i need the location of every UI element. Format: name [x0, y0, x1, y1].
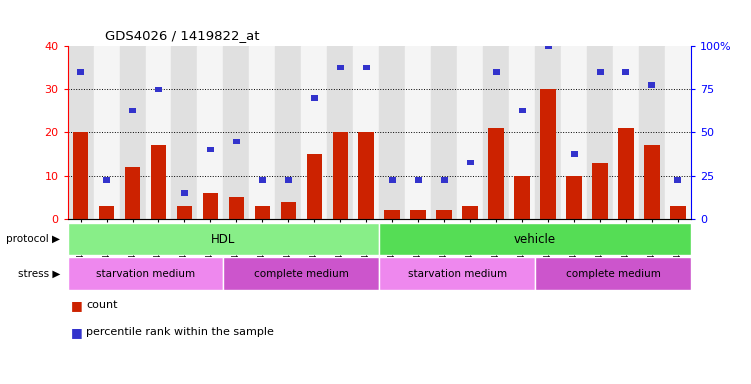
Bar: [457, 46, 483, 219]
Bar: [176, 206, 192, 219]
Bar: [535, 257, 691, 290]
Text: complete medium: complete medium: [566, 268, 660, 279]
Text: HDL: HDL: [211, 233, 236, 245]
Text: complete medium: complete medium: [254, 268, 348, 279]
Bar: [596, 70, 604, 74]
Bar: [233, 139, 240, 144]
Bar: [358, 132, 374, 219]
Bar: [415, 177, 422, 183]
Bar: [618, 128, 634, 219]
Bar: [129, 108, 136, 114]
Bar: [249, 46, 276, 219]
Bar: [406, 46, 431, 219]
Text: GDS4026 / 1419822_at: GDS4026 / 1419822_at: [105, 29, 260, 42]
Bar: [198, 46, 224, 219]
Bar: [203, 193, 219, 219]
Bar: [276, 46, 301, 219]
Bar: [535, 46, 561, 219]
Bar: [327, 46, 353, 219]
Bar: [228, 197, 244, 219]
Bar: [333, 132, 348, 219]
Bar: [441, 177, 448, 183]
Bar: [431, 46, 457, 219]
Bar: [466, 160, 474, 165]
Text: ■: ■: [71, 299, 83, 312]
Bar: [94, 46, 119, 219]
Bar: [119, 46, 146, 219]
Bar: [99, 206, 114, 219]
Bar: [514, 176, 530, 219]
Bar: [493, 70, 499, 74]
Bar: [77, 70, 84, 74]
Text: starvation medium: starvation medium: [96, 268, 195, 279]
Bar: [281, 202, 296, 219]
Bar: [644, 146, 660, 219]
Text: percentile rank within the sample: percentile rank within the sample: [86, 327, 274, 337]
Bar: [540, 89, 556, 219]
Bar: [301, 46, 327, 219]
Bar: [306, 154, 322, 219]
Bar: [68, 257, 224, 290]
Bar: [411, 210, 426, 219]
Bar: [593, 163, 608, 219]
Bar: [587, 46, 613, 219]
Bar: [224, 257, 379, 290]
Bar: [379, 223, 691, 255]
Bar: [259, 177, 266, 183]
Bar: [146, 46, 171, 219]
Bar: [613, 46, 639, 219]
Bar: [68, 46, 94, 219]
Bar: [73, 132, 89, 219]
Bar: [125, 167, 140, 219]
Bar: [674, 177, 681, 183]
Bar: [68, 223, 379, 255]
Bar: [519, 108, 526, 114]
Bar: [639, 46, 665, 219]
Bar: [389, 177, 396, 183]
Bar: [488, 128, 504, 219]
Text: ■: ■: [71, 326, 83, 339]
Text: starvation medium: starvation medium: [408, 268, 507, 279]
Bar: [483, 46, 509, 219]
Bar: [665, 46, 691, 219]
Bar: [566, 176, 582, 219]
Bar: [385, 210, 400, 219]
Bar: [103, 177, 110, 183]
Text: protocol ▶: protocol ▶: [6, 234, 60, 244]
Bar: [285, 177, 292, 183]
Bar: [151, 146, 166, 219]
Bar: [379, 46, 406, 219]
Bar: [155, 87, 162, 92]
Bar: [207, 147, 214, 152]
Bar: [509, 46, 535, 219]
Bar: [561, 46, 587, 219]
Bar: [571, 151, 578, 157]
Bar: [623, 70, 629, 74]
Bar: [463, 206, 478, 219]
Bar: [181, 190, 188, 195]
Bar: [353, 46, 379, 219]
Bar: [255, 206, 270, 219]
Bar: [363, 65, 369, 70]
Bar: [670, 206, 686, 219]
Bar: [379, 257, 535, 290]
Bar: [544, 43, 551, 49]
Bar: [648, 83, 656, 88]
Bar: [224, 46, 249, 219]
Text: count: count: [86, 300, 118, 310]
Bar: [436, 210, 452, 219]
Text: stress ▶: stress ▶: [18, 268, 60, 279]
Bar: [311, 95, 318, 101]
Text: vehicle: vehicle: [514, 233, 556, 245]
Bar: [336, 65, 344, 70]
Bar: [171, 46, 198, 219]
